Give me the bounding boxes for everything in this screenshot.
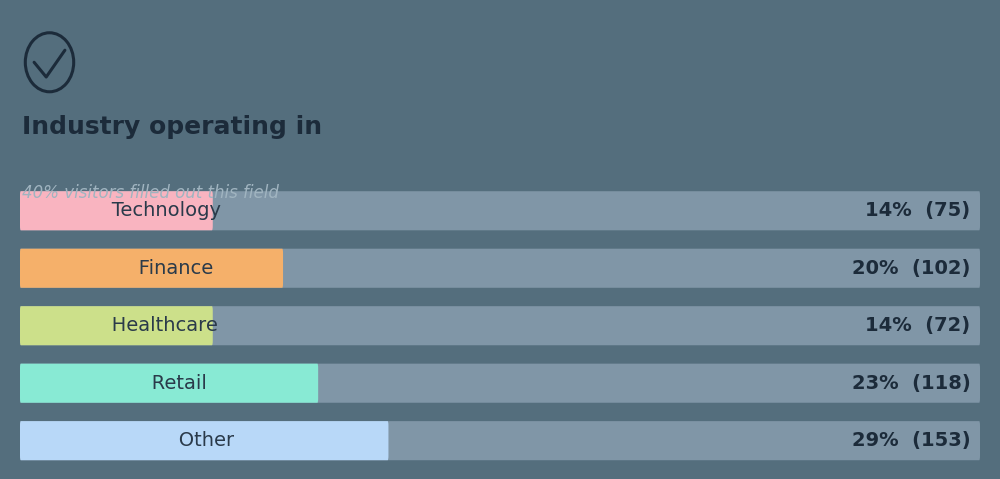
Text: Finance: Finance (120, 259, 213, 278)
Text: 40% visitors filled out this field: 40% visitors filled out this field (22, 184, 279, 203)
Text: Other: Other (160, 431, 234, 450)
FancyBboxPatch shape (20, 306, 980, 345)
Text: 14%  (75): 14% (75) (865, 201, 970, 220)
FancyBboxPatch shape (20, 364, 980, 403)
FancyBboxPatch shape (20, 191, 980, 230)
FancyBboxPatch shape (20, 249, 283, 288)
Text: 29%  (153): 29% (153) (852, 431, 970, 450)
Text: 14%  (72): 14% (72) (865, 316, 970, 335)
Text: Industry operating in: Industry operating in (22, 115, 322, 139)
Text: 20%  (102): 20% (102) (852, 259, 970, 278)
FancyBboxPatch shape (20, 191, 213, 230)
FancyBboxPatch shape (20, 421, 980, 460)
Text: Technology: Technology (93, 201, 221, 220)
FancyBboxPatch shape (20, 306, 213, 345)
FancyBboxPatch shape (20, 421, 388, 460)
Text: Healthcare: Healthcare (93, 316, 218, 335)
FancyBboxPatch shape (20, 364, 318, 403)
Text: Retail: Retail (133, 374, 207, 393)
FancyBboxPatch shape (20, 249, 980, 288)
Text: 23%  (118): 23% (118) (852, 374, 970, 393)
